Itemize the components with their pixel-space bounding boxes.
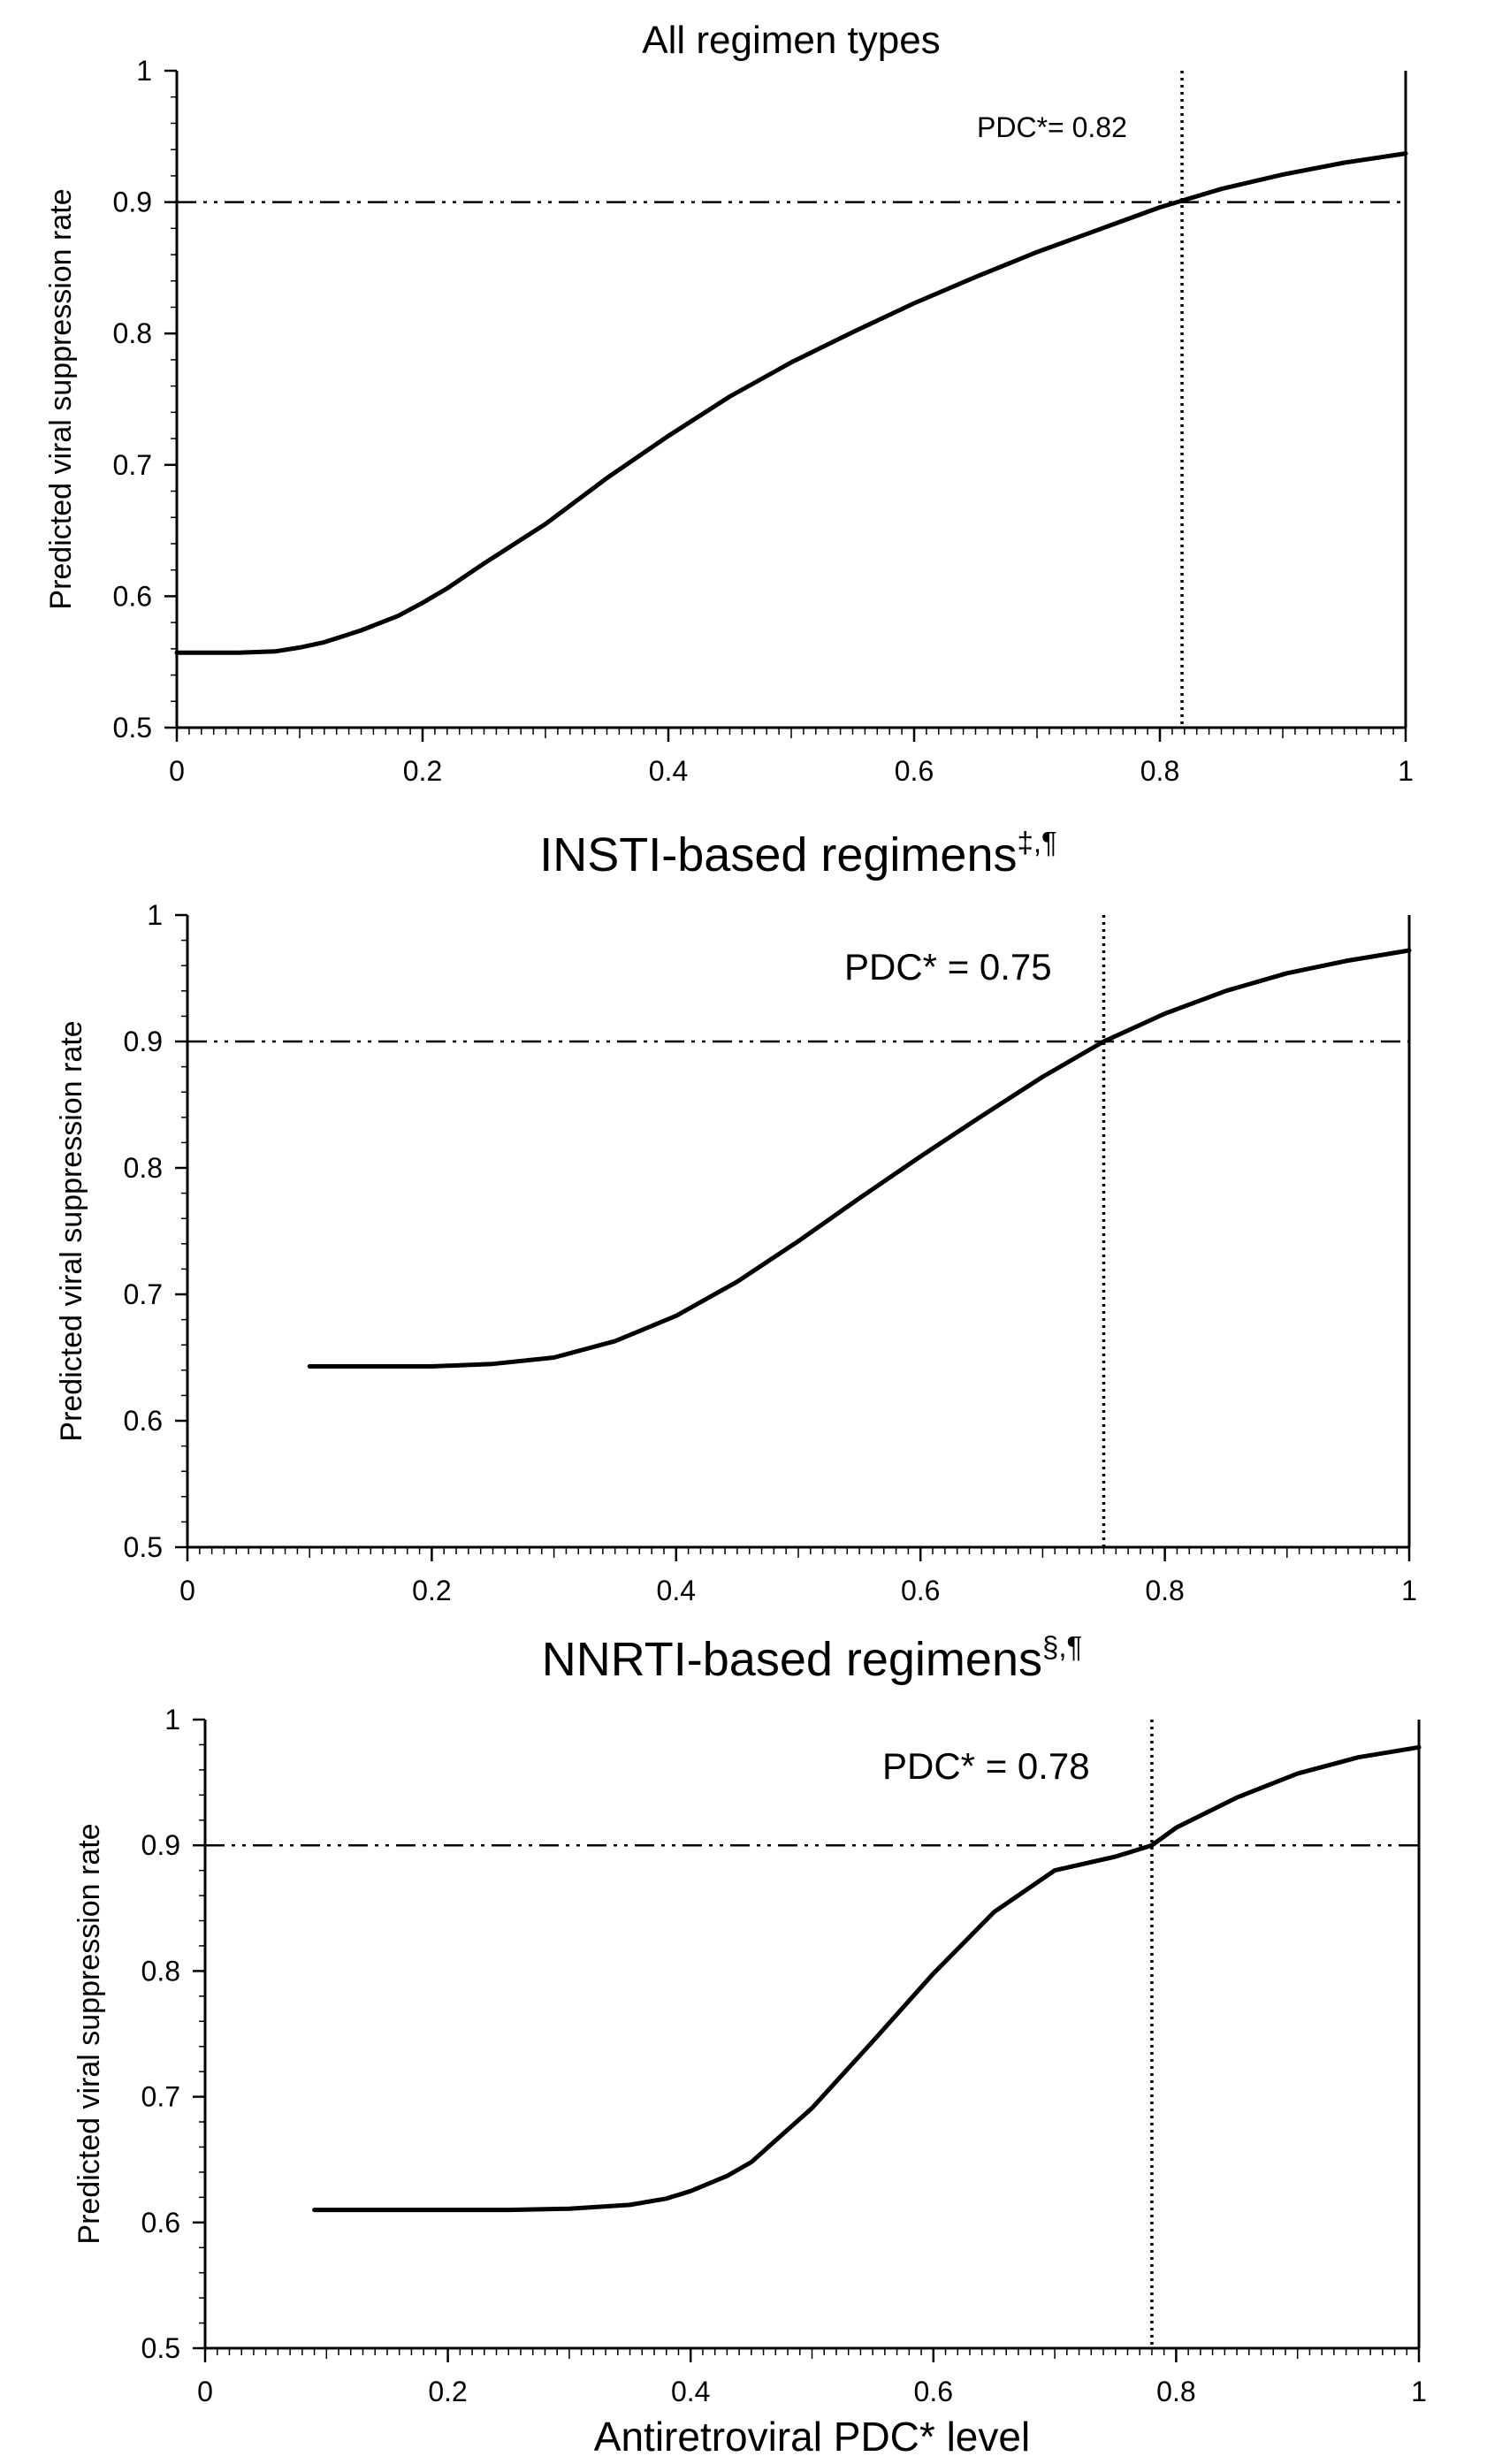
- series-line: [307, 948, 1412, 1369]
- y-tick-label: 1: [136, 55, 152, 87]
- x-tick-label: 0.8: [1145, 1575, 1184, 1606]
- y-tick-label: 0.8: [124, 1152, 163, 1184]
- y-axis-label: Predicted viral suppression rate: [55, 1020, 88, 1441]
- y-tick-label: 0.8: [113, 317, 152, 349]
- x-tick-label: 1: [1398, 755, 1414, 787]
- y-tick-label: 0.9: [124, 1026, 163, 1057]
- y-tick-label: 0.8: [141, 1955, 180, 1987]
- y-tick-label: 0.5: [141, 2332, 180, 2364]
- x-tick-label: 0.6: [901, 1575, 940, 1606]
- x-tick-label: 1: [1401, 1575, 1417, 1606]
- chart-title: All regimen types: [642, 19, 940, 62]
- x-tick-label: 0: [179, 1575, 195, 1606]
- y-tick-label: 0.7: [113, 449, 152, 481]
- x-tick-label: 1: [1411, 2376, 1427, 2407]
- x-axis-label: Antiretroviral PDC* level: [594, 2414, 1030, 2460]
- x-tick-label: 0.2: [412, 1575, 451, 1606]
- x-tick-label: 0.8: [1156, 2376, 1195, 2407]
- y-tick-label: 0.7: [124, 1278, 163, 1310]
- x-tick-label: 0.4: [657, 1575, 696, 1606]
- y-axis-label: Predicted viral suppression rate: [44, 188, 78, 609]
- series-line: [174, 151, 1408, 655]
- y-tick-label: 1: [164, 1704, 180, 1735]
- pdc-annotation: PDC* = 0.78: [882, 1745, 1090, 1787]
- pdc-annotation: PDC*= 0.82: [977, 111, 1127, 143]
- y-tick-label: 0.9: [113, 187, 152, 218]
- panel-all-regimens: All regimen types 0 0.2 0.4 0.6 0.8 1 0.5 0.6 0.7…: [44, 19, 1414, 787]
- y-tick-label: 0.6: [141, 2207, 180, 2239]
- x-tick-label: 0.2: [403, 755, 442, 787]
- x-tick-label: 0: [197, 2376, 213, 2407]
- chart-title-superscript: §,¶: [1042, 1630, 1082, 1663]
- x-tick-label: 0.2: [428, 2376, 467, 2407]
- panel-insti-regimens: INSTI-based regimens‡,¶ 0 0.2 0.4 0.6 0.8 1 0.5…: [55, 826, 1417, 1606]
- x-tick-label: 0: [169, 755, 185, 787]
- y-tick-label: 0.5: [124, 1531, 163, 1563]
- panel-nnrti-regimens: NNRTI-based regimens§,¶ 0 0.2 0.4 0.6 0.8 1 0.5…: [72, 1630, 1427, 2460]
- y-tick-label: 0.5: [113, 712, 152, 744]
- chart-title-text: NNRTI-based regimens: [542, 1633, 1042, 1686]
- y-tick-label: 0.6: [124, 1405, 163, 1437]
- x-tick-label: 0.6: [895, 755, 934, 787]
- x-tick-label: 0.6: [914, 2376, 953, 2407]
- x-tick-label: 0.4: [649, 755, 688, 787]
- y-tick-label: 0.6: [113, 580, 152, 612]
- y-tick-label: 1: [147, 899, 163, 931]
- series-line: [312, 1744, 1422, 2213]
- pdc-annotation: PDC* = 0.75: [844, 946, 1052, 988]
- y-tick-label: 0.7: [141, 2081, 180, 2113]
- chart-title: NNRTI-based regimens§,¶: [542, 1630, 1082, 1686]
- chart-title-text: All regimen types: [642, 19, 940, 62]
- x-tick-label: 0.4: [671, 2376, 710, 2407]
- chart-title-text: INSTI-based regimens: [539, 828, 1017, 881]
- chart-title-superscript: ‡,¶: [1017, 826, 1056, 858]
- y-tick-label: 0.9: [141, 1829, 180, 1861]
- x-tick-label: 0.8: [1140, 755, 1179, 787]
- chart-title: INSTI-based regimens‡,¶: [539, 826, 1056, 881]
- y-axis-label: Predicted viral suppression rate: [72, 1823, 106, 2244]
